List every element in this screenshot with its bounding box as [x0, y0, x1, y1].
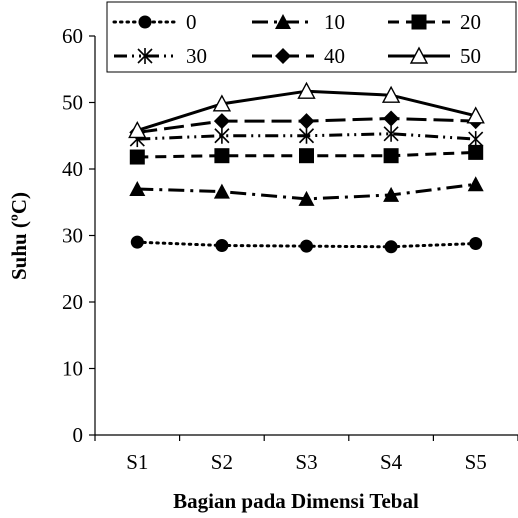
data-point-0 — [384, 240, 398, 254]
data-point-30 — [383, 125, 399, 142]
legend-label: 10 — [324, 10, 345, 34]
data-point-0 — [469, 236, 483, 250]
data-point-0 — [130, 235, 144, 249]
x-tick-label: S2 — [211, 450, 233, 474]
data-point-10 — [383, 186, 400, 202]
legend-label: 0 — [186, 10, 197, 34]
x-tick-label: S1 — [126, 450, 148, 474]
y-tick-label: 10 — [62, 357, 83, 381]
legend-item-10: 10 — [252, 10, 345, 34]
legend-label: 30 — [186, 44, 207, 68]
legend-item-30: 30 — [114, 44, 207, 68]
legend: 0 10 20 30 40 50 — [106, 1, 517, 73]
x-tick-label: S3 — [295, 450, 317, 474]
data-point-50 — [297, 81, 316, 99]
legend-box — [106, 1, 517, 73]
x-tick-label: S5 — [465, 450, 487, 474]
data-point-20 — [299, 148, 314, 164]
data-point-50 — [466, 106, 485, 124]
legend-label: 50 — [460, 44, 481, 68]
series-20 — [129, 144, 484, 165]
data-point-0 — [300, 239, 313, 253]
y-axis-title: Suhu (ºC) — [7, 192, 31, 280]
data-point-20 — [129, 149, 145, 165]
legend-marker — [137, 48, 153, 64]
legend-label: 40 — [324, 44, 345, 68]
data-point-10 — [213, 183, 230, 199]
data-point-30 — [468, 131, 484, 148]
series-0 — [130, 235, 483, 254]
data-point-40 — [298, 113, 315, 130]
axes: 0 10 20 30 40 50 60 S1 S2 S3 S4 S5 — [62, 24, 518, 474]
legend-item-40: 40 — [252, 44, 345, 68]
y-tick-label: 60 — [62, 24, 83, 48]
legend-item-20: 20 — [388, 10, 481, 34]
data-point-10 — [298, 190, 315, 206]
data-point-0 — [215, 238, 229, 252]
legend-item-50: 50 — [388, 44, 481, 68]
data-point-20 — [468, 144, 484, 160]
y-tick-label: 0 — [73, 423, 84, 447]
data-point-30 — [214, 127, 230, 144]
legend-marker — [275, 14, 291, 29]
data-point-20 — [383, 148, 399, 164]
legend-marker — [409, 46, 429, 64]
series-50 — [128, 81, 485, 139]
series-layer — [128, 81, 485, 254]
data-point-30 — [298, 127, 315, 144]
legend-marker — [275, 48, 291, 64]
legend-marker — [138, 15, 152, 29]
y-tick-label: 30 — [62, 224, 83, 248]
y-tick-label: 40 — [62, 157, 83, 181]
legend-marker — [411, 14, 427, 30]
series-10 — [129, 176, 484, 206]
y-tick-label: 50 — [62, 91, 83, 115]
x-axis-title: Bagian pada Dimensi Tebal — [173, 489, 419, 513]
legend-item-0: 0 — [112, 10, 197, 34]
data-point-40 — [383, 110, 400, 127]
data-point-20 — [214, 148, 230, 164]
data-point-50 — [212, 94, 232, 112]
data-point-50 — [128, 120, 147, 139]
data-point-10 — [129, 180, 146, 196]
legend-label: 20 — [460, 10, 481, 34]
y-tick-label: 20 — [62, 290, 83, 314]
data-point-50 — [381, 85, 401, 103]
data-point-10 — [467, 176, 484, 192]
x-tick-label: S4 — [380, 450, 403, 474]
data-point-40 — [213, 113, 230, 130]
